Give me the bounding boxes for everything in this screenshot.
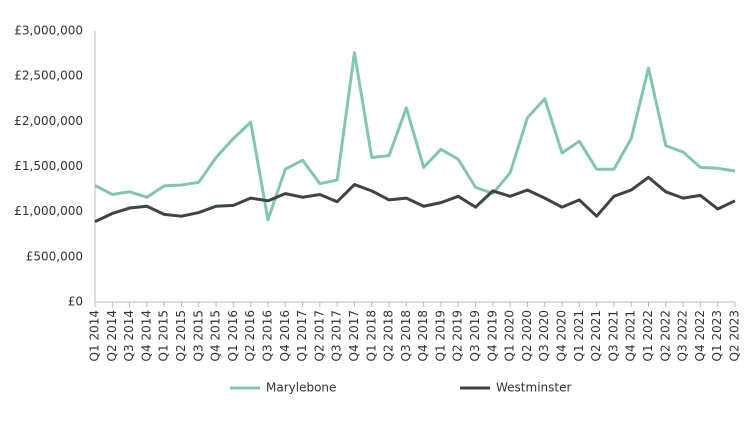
x-tick-label: Q1 2019 xyxy=(433,310,447,361)
x-tick-label: Q1 2021 xyxy=(572,310,586,361)
x-tick-label: Q2 2023 xyxy=(728,310,742,361)
series-line xyxy=(94,51,736,222)
y-tick-label: £1,000,000 xyxy=(14,204,83,218)
y-tick-label: £500,000 xyxy=(26,249,83,263)
x-tick-label: Q3 2021 xyxy=(606,310,620,361)
x-tick-label: Q4 2018 xyxy=(416,310,430,361)
x-tick-label: Q4 2022 xyxy=(693,310,707,361)
x-tick-label: Q1 2022 xyxy=(641,310,655,361)
x-tick-label: Q1 2020 xyxy=(503,310,517,361)
x-tick-label: Q2 2019 xyxy=(451,310,465,361)
x-tick-label: Q4 2015 xyxy=(209,310,223,361)
x-tick-label: Q2 2022 xyxy=(658,310,672,361)
x-tick-label: Q2 2021 xyxy=(589,310,603,361)
x-tick-label: Q3 2018 xyxy=(399,310,413,361)
x-tick-label: Q4 2019 xyxy=(485,310,499,361)
x-tick-label: Q4 2017 xyxy=(347,310,361,361)
x-tick-label: Q4 2020 xyxy=(555,310,569,361)
y-tick-label: £2,000,000 xyxy=(14,114,83,128)
x-tick-label: Q4 2014 xyxy=(139,310,153,361)
x-tick-label: Q1 2015 xyxy=(157,310,171,361)
x-tick-label: Q4 2016 xyxy=(278,310,292,361)
x-tick-label: Q1 2017 xyxy=(295,310,309,361)
x-tick-label: Q3 2015 xyxy=(191,310,205,361)
x-tick-label: Q3 2017 xyxy=(330,310,344,361)
x-tick-label: Q3 2022 xyxy=(676,310,690,361)
x-tick-label: Q3 2019 xyxy=(468,310,482,361)
x-tick-label: Q2 2017 xyxy=(312,310,326,361)
x-tick-label: Q2 2014 xyxy=(105,310,119,361)
x-tick-label: Q3 2014 xyxy=(122,310,136,361)
x-tick-label: Q2 2015 xyxy=(174,310,188,361)
x-tick-label: Q2 2018 xyxy=(382,310,396,361)
y-tick-label: £1,500,000 xyxy=(14,159,83,173)
x-tick-label: Q4 2021 xyxy=(624,310,638,361)
x-tick-label: Q2 2016 xyxy=(243,310,257,361)
y-tick-label: £0 xyxy=(68,295,83,309)
x-tick-label: Q1 2016 xyxy=(226,310,240,361)
series-line xyxy=(94,175,736,223)
legend-label: Marylebone xyxy=(266,381,336,395)
x-tick-label: Q1 2018 xyxy=(364,310,378,361)
y-tick-label: £2,500,000 xyxy=(14,69,83,83)
legend-label: Westminster xyxy=(496,381,571,395)
x-tick-label: Q3 2020 xyxy=(537,310,551,361)
x-tick-label: Q1 2023 xyxy=(710,310,724,361)
y-tick-label: £3,000,000 xyxy=(14,24,83,38)
x-tick-label: Q1 2014 xyxy=(88,310,102,361)
x-tick-label: Q3 2016 xyxy=(260,310,274,361)
x-tick-label: Q2 2020 xyxy=(520,310,534,361)
